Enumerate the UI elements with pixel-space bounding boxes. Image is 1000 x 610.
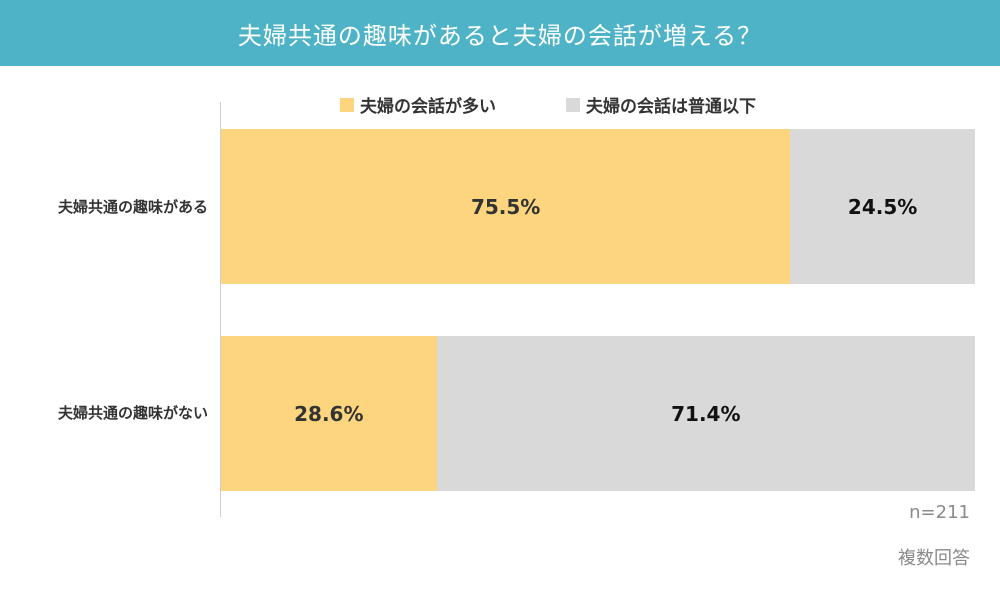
legend-swatch-series-2 <box>566 97 580 112</box>
data-label-1-series-1: 75.5% <box>470 194 541 219</box>
bar-segment-1-series-1: 75.5% <box>221 129 791 284</box>
legend: 夫婦の会話が多い 夫婦の会話は普通以下 <box>340 92 756 117</box>
note-label: 複数回答 <box>898 548 970 569</box>
chart-title: 夫婦共通の趣味があると夫婦の会話が増える？ <box>0 0 1000 66</box>
bar-row-1: 75.5% 24.5% <box>221 129 975 284</box>
bar-segment-1-series-2: 24.5% <box>790 129 975 284</box>
legend-label-series-2: 夫婦の会話は普通以下 <box>586 97 756 117</box>
legend-label-series-1: 夫婦の会話が多い <box>360 97 496 117</box>
legend-item-series-1: 夫婦の会話が多い <box>340 92 496 117</box>
category-label-2: 夫婦共通の趣味がない <box>57 404 208 422</box>
y-axis-line <box>220 102 221 517</box>
bar-segment-2-series-1: 28.6% <box>221 336 437 491</box>
data-label-2-series-1: 28.6% <box>294 401 364 426</box>
legend-item-series-2: 夫婦の会話は普通以下 <box>566 92 756 117</box>
data-label-2-series-2: 71.4% <box>671 401 741 426</box>
category-label-1: 夫婦共通の趣味がある <box>57 198 208 216</box>
data-label-1-series-2: 24.5% <box>847 194 918 219</box>
bar-segment-2-series-2: 71.4% <box>436 336 975 491</box>
bar-row-2: 28.6% 71.4% <box>221 336 975 491</box>
sample-size-label: n=211 <box>909 502 970 523</box>
legend-swatch-series-1 <box>340 97 354 112</box>
